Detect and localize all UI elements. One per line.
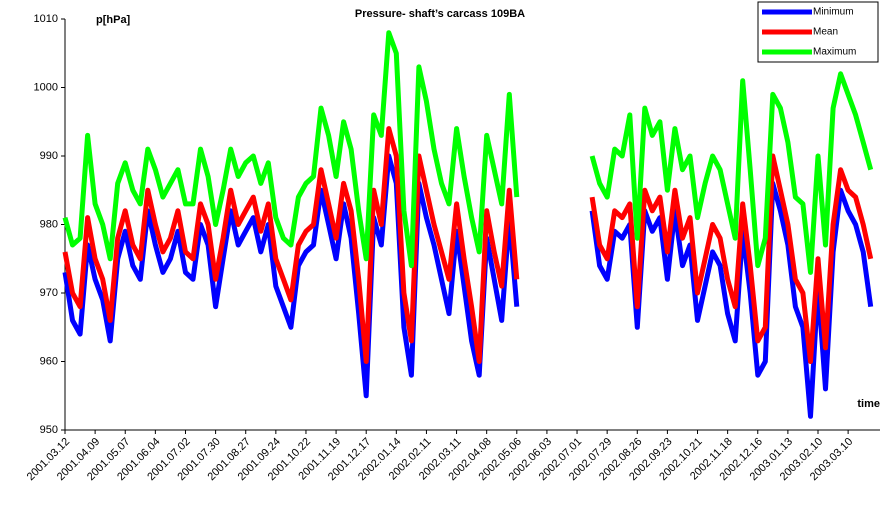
y-tick-label: 990 [40,150,58,162]
legend-label: Maximum [813,47,856,58]
y-tick-label: 1010 [34,13,58,25]
legend-label: Minimum [813,7,854,18]
x-axis-label: time [857,398,880,410]
y-tick-label: 970 [40,287,58,299]
series-line [62,126,874,364]
y-tick-label: 950 [40,424,58,436]
y-tick-label: 980 [40,218,58,230]
chart-title: Pressure- shaft’s carcass 109BA [355,8,525,20]
y-tick-label: 1000 [34,81,58,93]
legend-label: Mean [813,27,838,38]
y-tick-label: 960 [40,355,58,367]
y-axis-label: p[hPa] [96,14,131,26]
series-line [62,30,874,275]
